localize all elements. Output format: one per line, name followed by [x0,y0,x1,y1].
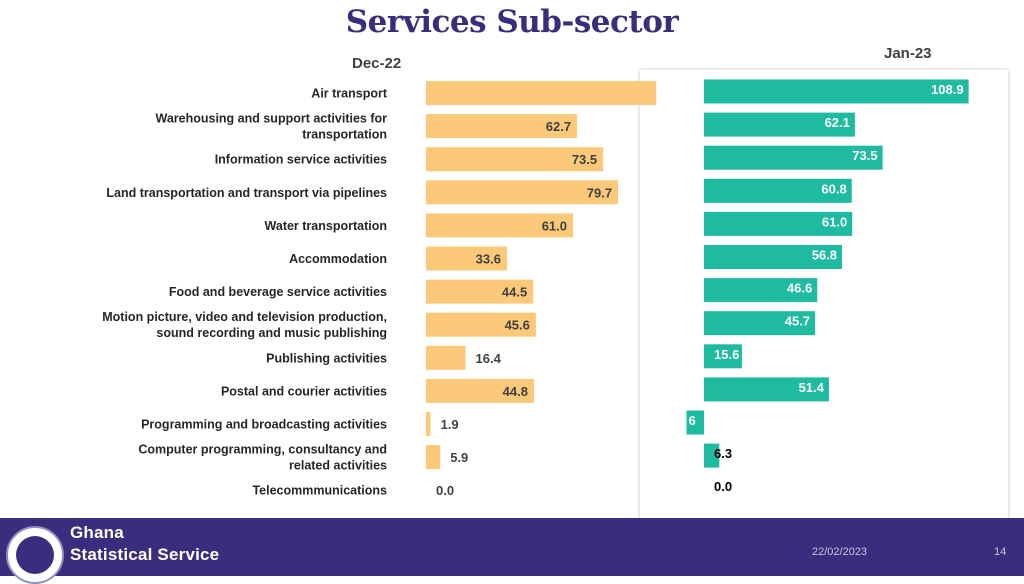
ghana-statistical-service-logo [6,526,64,584]
jan-23-chart-panel [640,70,1008,520]
category-label: Computer programming, consultancy and rel… [138,443,387,473]
logo-emblem-icon [16,536,54,574]
dec-22-value-label: 0.0 [436,483,454,498]
jan-23-panel-label: Jan-23 [884,45,932,62]
dec-22-bar [426,412,431,436]
jan-23-value-label: 51.4 [799,380,825,395]
dec-22-bar [426,114,578,139]
dec-22-panel-label: Dec-22 [352,55,402,72]
category-label: Motion picture, video and television pro… [102,310,387,340]
dec-22-value-label: 61.0 [542,218,567,233]
jan-23-value-label: 61.0 [822,214,847,229]
category-label: Information service activities [215,153,387,167]
category-label: Air transport [311,87,388,101]
footer-date: 22/02/2023 [812,546,868,558]
dec-22-bar [426,445,441,470]
jan-23-value-label: 62.1 [825,115,850,130]
jan-23-bar [704,211,853,236]
jan-23-value-label: 6.3 [714,446,732,461]
jan-23-bar [704,377,829,402]
category-label: Telecommmunications [252,484,387,498]
category-label: Warehousing and support activities for tr… [155,112,387,142]
jan-23-value-label: 46.6 [787,281,812,296]
dec-22-bar [426,312,536,337]
dec-22-value-label: 73.5 [572,152,597,167]
dec-22-value-label: 33.6 [476,252,501,267]
dec-22-value-label: 44.5 [502,285,527,300]
jan-23-bar [704,245,843,269]
jan-23-bar [686,410,704,435]
org-name-line2: Statistical Service [70,545,220,564]
dec-22-bar [426,213,574,238]
category-label: Publishing activities [266,351,387,365]
category-label: Programming and broadcasting activities [141,418,387,432]
dec-22-value-label: 5.9 [450,450,468,465]
jan-23-value-label: 73.5 [852,148,877,163]
dec-22-value-label: 1.9 [441,417,459,432]
jan-23-bar [704,178,852,203]
jan-23-bar [704,278,818,303]
dec-22-bar [426,180,619,205]
jan-23-value-label: 15.6 [714,347,739,362]
category-label: Accommodation [289,252,387,266]
dec-22-value-label: 44.8 [503,384,528,399]
dec-22-bar [426,378,534,403]
jan-23-bar [704,443,720,468]
jan-23-value-label: 45.7 [785,314,810,329]
jan-23-value-label: 6 [689,413,696,428]
dec-22-value-label: 16.4 [476,351,502,366]
category-label: Land transportation and transport via pi… [106,186,387,200]
footer-bar: Ghana Statistical Service 22/02/2023 14 [0,518,1024,584]
services-bar-chart: Air transport 108.9 Warehousing and suppor… [102,79,969,498]
jan-23-bar [704,112,855,137]
slide-title: Services Sub-sector [345,4,679,40]
dec-22-bar [426,345,466,370]
org-name: Ghana Statistical Service [70,522,219,566]
category-label: Postal and courier activities [221,384,387,398]
jan-23-bar [704,311,816,336]
dec-22-value-label: 62.7 [546,119,571,134]
jan-23-bar [704,344,742,369]
dec-22-bar [426,147,604,172]
dec-22-value-label: 45.6 [505,318,530,333]
page-number: 14 [994,546,1007,558]
category-label: Food and beverage service activities [169,285,387,299]
jan-23-value-label: 0.0 [714,479,732,494]
jan-23-value-label: 56.8 [812,248,837,263]
org-name-line1: Ghana [70,523,124,542]
category-label: Water transportation [265,219,387,233]
jan-23-value-label: 108.9 [931,82,964,97]
dec-22-bar [426,246,507,271]
jan-23-bar [704,79,969,104]
jan-23-value-label: 60.8 [821,181,846,196]
dec-22-value-label: 79.7 [587,185,612,200]
dec-22-bar [426,81,657,105]
dec-22-bar [426,279,534,304]
jan-23-bar [704,145,883,170]
